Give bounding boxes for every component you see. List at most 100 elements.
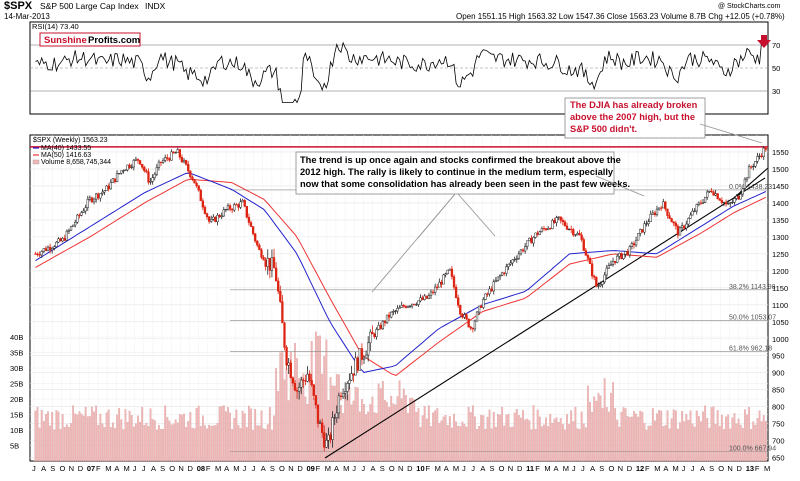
price-bar-body: [733, 198, 736, 203]
price-bar-body: [620, 253, 623, 259]
x-tick-label: M: [764, 464, 770, 473]
price-bar-body: [76, 214, 79, 223]
volume-bar: [597, 392, 600, 462]
price-bar-body: [178, 149, 182, 158]
price-bar-body: [80, 212, 83, 216]
volume-bar: [398, 380, 401, 462]
volume-bar: [731, 417, 734, 462]
volume-bar: [557, 422, 560, 462]
volume-bar: [214, 425, 217, 462]
volume-bar: [595, 400, 598, 462]
volume-bar: [76, 414, 79, 462]
x-tick-label: J: [142, 464, 146, 473]
price-bar-body: [526, 240, 529, 247]
volume-bar: [656, 413, 658, 462]
volume-bar: [754, 424, 757, 462]
price-bar-body: [42, 248, 45, 252]
volume-bar: [566, 414, 568, 462]
price-bar-body: [465, 314, 468, 320]
volume-bar: [248, 405, 250, 462]
volume-bar: [185, 427, 188, 462]
x-tick-label: M: [654, 464, 660, 473]
price-bar-body: [124, 169, 127, 171]
price-bar-body: [534, 232, 537, 238]
price-bar-body: [695, 204, 698, 212]
x-tick-label: N: [69, 464, 74, 473]
price-bar-body: [71, 224, 75, 227]
price-bar-body: [36, 253, 39, 255]
volume-bar: [708, 427, 711, 462]
x-tick-label: S: [270, 464, 275, 473]
price-bar-body: [379, 325, 382, 329]
fib-level-label: 61.8% 962.18: [729, 346, 772, 353]
volume-bar: [375, 413, 378, 462]
volume-bar: [233, 417, 236, 462]
fib-level-label: 100.0% 667.94: [729, 446, 776, 453]
price-bar-body: [390, 311, 393, 318]
price-bar-body: [341, 393, 345, 398]
price-bar-body: [94, 193, 98, 200]
volume-bar: [254, 409, 257, 462]
volume-bar: [183, 413, 185, 462]
price-bar-body: [590, 263, 594, 277]
volume-bar: [448, 416, 451, 462]
volume-bar: [51, 412, 54, 462]
volume-bar: [256, 425, 259, 462]
volume-bar: [702, 411, 704, 462]
price-bar-body: [383, 321, 387, 324]
trend-annotation: The trend is up once again and stocks co…: [295, 151, 645, 293]
volume-bar: [503, 425, 506, 462]
x-tick-label: 13: [746, 464, 754, 473]
volume-tick-label: 20B: [10, 395, 23, 404]
price-bar-body: [622, 253, 625, 259]
volume-bar: [386, 401, 388, 462]
volume-bar: [750, 429, 753, 462]
volume-bar: [455, 421, 457, 462]
volume-bar: [101, 423, 104, 462]
price-bar-body: [105, 185, 108, 191]
price-bar-body: [475, 311, 479, 322]
volume-bar: [402, 388, 405, 462]
volume-bar: [482, 415, 485, 462]
price-bar-body: [339, 395, 343, 398]
price-bar-body: [442, 274, 445, 285]
price-bar-body: [513, 259, 516, 261]
volume-bar: [107, 409, 110, 462]
x-tick-label: F: [316, 464, 321, 473]
x-tick-label: O: [499, 464, 505, 473]
x-tick-label: M: [325, 464, 331, 473]
price-bar-body: [703, 196, 707, 203]
volume-bar: [733, 413, 736, 462]
volume-bar: [536, 409, 539, 462]
price-bar-body: [195, 182, 198, 186]
price-bar-body: [82, 210, 85, 213]
price-bar-body: [214, 216, 217, 223]
price-bar-body: [540, 228, 544, 233]
x-tick-label: D: [297, 464, 303, 473]
price-bar-body: [101, 191, 104, 194]
x-tick-label: O: [718, 464, 724, 473]
price-bar-body: [446, 269, 449, 275]
x-tick-label: M: [105, 464, 111, 473]
volume-bars: [34, 331, 767, 462]
volume-bar: [415, 411, 418, 462]
fib-level-label: 50.0% 1053.07: [729, 315, 776, 322]
copyright: @ StockCharts.com: [718, 3, 781, 10]
volume-bar: [84, 406, 87, 462]
price-bar-body: [561, 219, 564, 223]
volume-bar: [390, 395, 393, 462]
volume-bar: [191, 427, 194, 462]
volume-bar: [670, 418, 673, 462]
price-bar-body: [136, 158, 140, 161]
price-bar-body: [239, 201, 242, 208]
price-bar-body: [237, 204, 240, 208]
volume-bar: [654, 420, 656, 462]
price-bar-body: [626, 251, 629, 256]
volume-bar: [189, 412, 192, 462]
price-bar-body: [697, 202, 701, 205]
volume-bar: [641, 411, 644, 462]
x-tick-label: S: [709, 464, 714, 473]
volume-bar: [718, 425, 721, 462]
volume-bar: [111, 422, 114, 462]
volume-bar: [155, 429, 158, 462]
